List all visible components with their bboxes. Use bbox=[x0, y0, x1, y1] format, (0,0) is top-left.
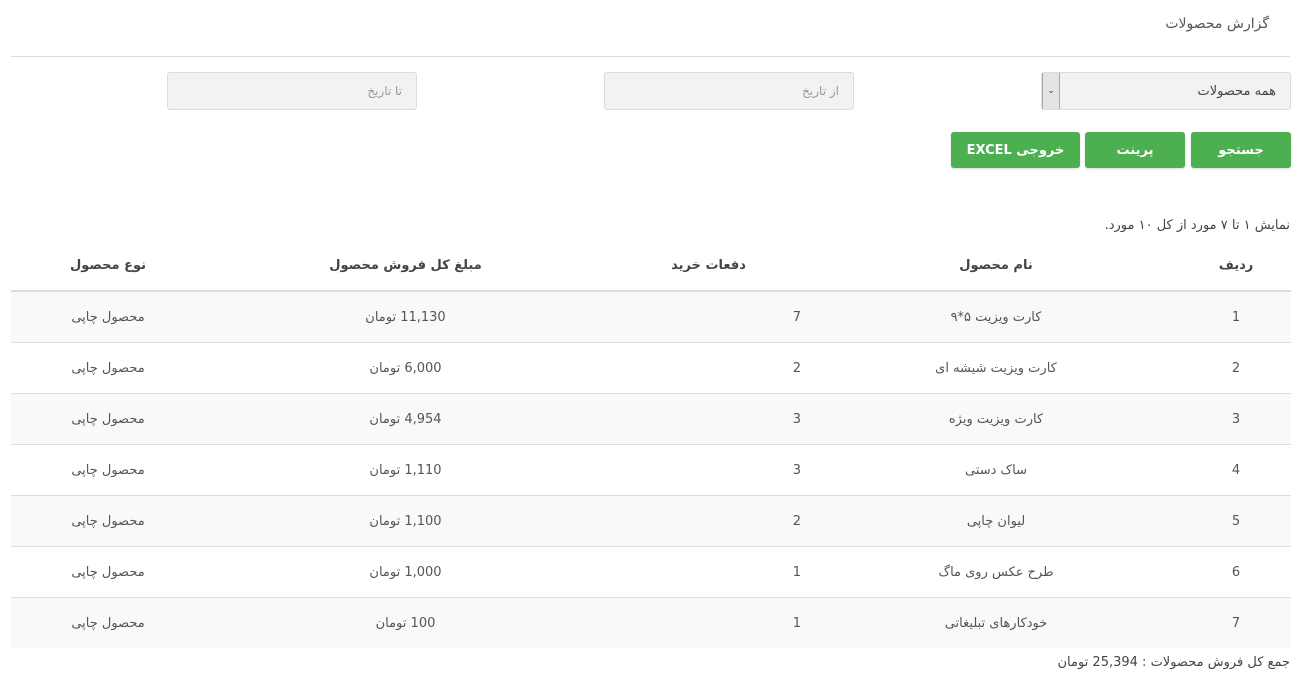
chevron-down-icon[interactable]: ⌄ bbox=[1042, 73, 1060, 109]
table-row: 4 ساک دستی 3 1,110 تومان محصول چاپی bbox=[11, 444, 1291, 496]
table-row: 5 لیوان چاپی 2 1,100 تومان محصول چاپی bbox=[11, 495, 1291, 547]
cell-total-sales: 1,110 تومان bbox=[205, 444, 606, 496]
cell-total-sales: 11,130 تومان bbox=[205, 290, 606, 343]
to-date-input[interactable]: تا تاریخ bbox=[167, 72, 417, 110]
cell-product-type: محصول چاپی bbox=[11, 546, 205, 598]
products-table: ردیف نام محصول دفعات خرید مبلغ کل فروش م… bbox=[11, 240, 1291, 648]
cell-product-name: ساک دستی bbox=[811, 444, 1181, 496]
results-summary: نمایش ۱ تا ۷ مورد از کل ۱۰ مورد. bbox=[1104, 218, 1290, 233]
product-select-value: همه محصولات bbox=[1197, 83, 1276, 99]
search-button[interactable]: جستجو bbox=[1191, 132, 1291, 168]
cell-row-number: 3 bbox=[1181, 393, 1291, 445]
cell-purchase-count: 1 bbox=[606, 546, 811, 598]
total-sales: جمع کل فروش محصولات : 25,394 تومان bbox=[1057, 655, 1290, 670]
from-date-input[interactable]: از تاریخ bbox=[604, 72, 854, 110]
cell-purchase-count: 2 bbox=[606, 495, 811, 547]
table-row: 3 کارت ویزیت ویژه 3 4,954 تومان محصول چاپی bbox=[11, 393, 1291, 445]
cell-product-name: کارت ویزیت ۵*۹ bbox=[811, 290, 1181, 343]
cell-row-number: 1 bbox=[1181, 290, 1291, 343]
cell-purchase-count: 3 bbox=[606, 444, 811, 496]
header-purchase-count: دفعات خرید bbox=[606, 240, 811, 292]
cell-product-name: خودکارهای تبلیغاتی bbox=[811, 597, 1181, 648]
divider bbox=[11, 56, 1290, 57]
header-total-sales: مبلغ کل فروش محصول bbox=[205, 240, 606, 292]
cell-total-sales: 6,000 تومان bbox=[205, 342, 606, 394]
header-row-number: ردیف bbox=[1181, 240, 1291, 292]
cell-product-type: محصول چاپی bbox=[11, 495, 205, 547]
cell-product-type: محصول چاپی bbox=[11, 290, 205, 343]
table-row: 6 طرح عکس روی ماگ 1 1,000 تومان محصول چاپی bbox=[11, 546, 1291, 598]
cell-purchase-count: 1 bbox=[606, 597, 811, 648]
cell-product-type: محصول چاپی bbox=[11, 342, 205, 394]
table-header-row: ردیف نام محصول دفعات خرید مبلغ کل فروش م… bbox=[11, 240, 1291, 292]
cell-product-name: کارت ویزیت ویژه bbox=[811, 393, 1181, 445]
cell-purchase-count: 7 bbox=[606, 290, 811, 343]
product-select[interactable]: همه محصولات ⌄ bbox=[1041, 72, 1291, 110]
cell-product-type: محصول چاپی bbox=[11, 597, 205, 648]
cell-total-sales: 1,000 تومان bbox=[205, 546, 606, 598]
page-title: گزارش محصولات bbox=[1165, 16, 1269, 32]
cell-total-sales: 1,100 تومان bbox=[205, 495, 606, 547]
cell-product-type: محصول چاپی bbox=[11, 444, 205, 496]
cell-total-sales: 100 تومان bbox=[205, 597, 606, 648]
header-product-name: نام محصول bbox=[811, 240, 1181, 292]
cell-product-name: کارت ویزیت شیشه ای bbox=[811, 342, 1181, 394]
cell-row-number: 7 bbox=[1181, 597, 1291, 648]
cell-row-number: 6 bbox=[1181, 546, 1291, 598]
table-row: 1 کارت ویزیت ۵*۹ 7 11,130 تومان محصول چاپی bbox=[11, 290, 1291, 343]
cell-row-number: 4 bbox=[1181, 444, 1291, 496]
table-row: 2 کارت ویزیت شیشه ای 2 6,000 تومان محصول چاپ… bbox=[11, 342, 1291, 394]
excel-export-button[interactable]: خروجی EXCEL bbox=[951, 132, 1080, 168]
cell-total-sales: 4,954 تومان bbox=[205, 393, 606, 445]
cell-product-name: طرح عکس روی ماگ bbox=[811, 546, 1181, 598]
header-product-type: نوع محصول bbox=[11, 240, 205, 292]
cell-product-type: محصول چاپی bbox=[11, 393, 205, 445]
cell-purchase-count: 3 bbox=[606, 393, 811, 445]
print-button[interactable]: پرینت bbox=[1085, 132, 1185, 168]
cell-purchase-count: 2 bbox=[606, 342, 811, 394]
cell-product-name: لیوان چاپی bbox=[811, 495, 1181, 547]
table-row: 7 خودکارهای تبلیغاتی 1 100 تومان محصول چاپی bbox=[11, 597, 1291, 648]
cell-row-number: 5 bbox=[1181, 495, 1291, 547]
cell-row-number: 2 bbox=[1181, 342, 1291, 394]
